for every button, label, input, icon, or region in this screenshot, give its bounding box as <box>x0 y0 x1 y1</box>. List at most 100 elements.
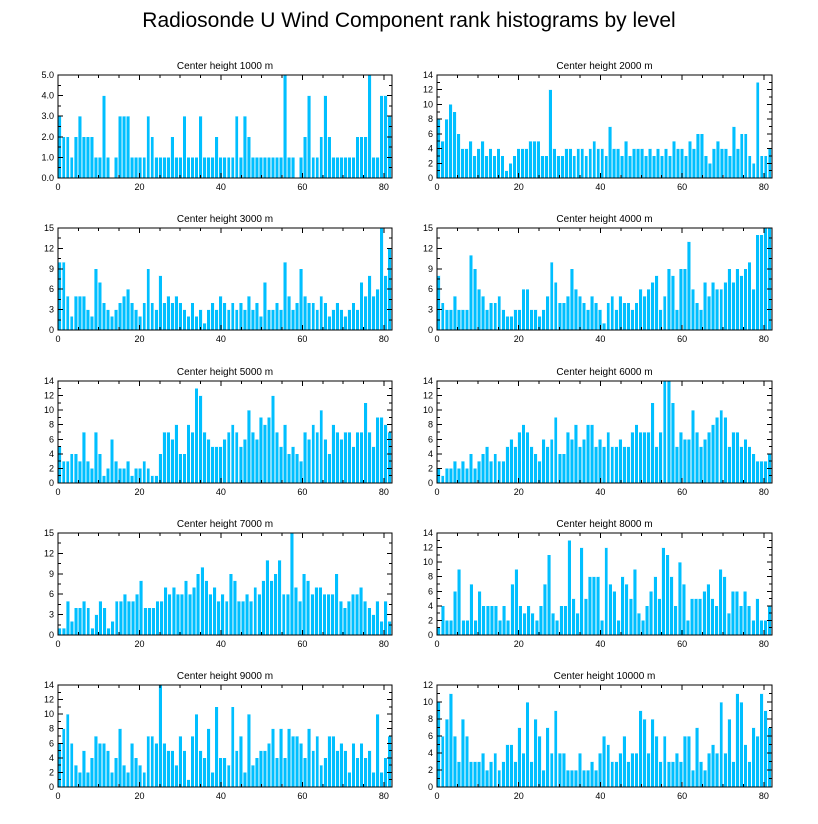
y-tick-label: 14 <box>423 70 433 80</box>
histogram-bar <box>464 148 469 179</box>
histogram-bar <box>557 302 562 331</box>
histogram-bar <box>110 439 114 484</box>
histogram-bar <box>291 735 296 788</box>
histogram-bar <box>134 309 139 331</box>
histogram-bar <box>347 772 352 788</box>
histogram-bar <box>751 727 756 788</box>
x-tick-label: 40 <box>595 487 605 497</box>
histogram-bar <box>537 460 542 484</box>
histogram-bar <box>238 735 243 788</box>
histogram-bar <box>73 136 78 179</box>
histogram-bar <box>501 309 506 331</box>
histogram-bar <box>106 309 110 331</box>
histogram-bar <box>198 309 203 331</box>
histogram-bar <box>246 295 251 331</box>
histogram-bar <box>371 157 376 179</box>
y-tick-label: 2 <box>49 767 54 777</box>
histogram-bar <box>498 620 502 636</box>
histogram-bar <box>699 761 703 788</box>
panel-title: Center height 9000 m <box>177 671 273 682</box>
histogram-bar <box>289 532 294 636</box>
histogram-bar <box>311 302 316 331</box>
histogram-bar <box>188 594 193 636</box>
histogram-bar <box>565 295 570 331</box>
histogram-bar <box>568 148 573 179</box>
histogram-bar <box>206 157 211 179</box>
histogram-bar <box>331 309 336 331</box>
histogram-bar <box>275 757 279 788</box>
y-tick-label: 6 <box>49 284 54 294</box>
histogram-bar <box>122 764 127 788</box>
histogram-bar <box>735 693 740 788</box>
x-tick-label: 60 <box>677 182 687 192</box>
histogram-bar <box>106 750 110 788</box>
histogram-bar <box>604 155 609 179</box>
histogram-bar <box>245 594 250 636</box>
histogram-bar <box>69 743 74 788</box>
histogram-bar <box>638 289 643 331</box>
histogram-bar <box>557 453 562 484</box>
histogram-bar <box>727 718 732 788</box>
histogram-bar <box>715 289 720 331</box>
y-tick-label: 6 <box>428 129 433 139</box>
histogram-bar <box>670 275 675 331</box>
histogram-bar <box>517 431 522 484</box>
histogram-bar <box>541 439 546 484</box>
histogram-bar <box>640 148 644 179</box>
histogram-bar <box>367 750 372 788</box>
y-tick-label: 0 <box>428 173 433 183</box>
histogram-bar <box>355 136 360 179</box>
histogram-bar <box>602 735 607 788</box>
histogram-bar <box>299 268 304 331</box>
histogram-bar <box>586 424 590 484</box>
histogram-bar <box>678 268 683 331</box>
histogram-bar <box>130 475 135 484</box>
histogram-bar <box>525 701 530 788</box>
histogram-bar <box>642 431 647 484</box>
histogram-bar <box>90 628 95 636</box>
histogram-bar <box>162 743 167 788</box>
histogram-bar <box>237 600 241 636</box>
histogram-bar <box>444 718 449 788</box>
histogram-bar <box>94 735 98 788</box>
histogram-bar <box>594 769 599 788</box>
histogram-bar <box>234 750 239 788</box>
x-tick-label: 20 <box>514 487 524 497</box>
histogram-bar <box>208 594 213 636</box>
histogram-bar <box>307 728 312 788</box>
y-tick-label: 4 <box>49 753 54 763</box>
histogram-bar <box>574 289 578 331</box>
x-tick-label: 60 <box>677 334 687 344</box>
x-tick-label: 40 <box>216 487 226 497</box>
panel-2: Center height 2000 m 0 20 40 60 80 0 2 4 6 8 10 12 14 <box>423 61 773 192</box>
histogram-bar <box>512 155 517 179</box>
histogram-bar <box>81 295 86 331</box>
histogram-bar <box>614 761 619 788</box>
histogram-bar <box>735 431 740 484</box>
histogram-bar <box>291 309 296 331</box>
histogram-bar <box>448 104 453 179</box>
panel-5: Center height 5000 m 0 20 40 60 80 0 2 4 6 8 10 12 14 <box>44 367 393 497</box>
histogram-bar <box>561 752 566 788</box>
histogram-bar <box>673 605 678 636</box>
histogram-bar <box>306 580 311 636</box>
histogram-bar <box>271 728 275 788</box>
histogram-bar <box>618 439 623 484</box>
y-tick-label: 12 <box>423 543 433 553</box>
histogram-bar <box>521 752 526 788</box>
histogram-bar <box>295 302 300 331</box>
histogram-bar <box>131 600 135 636</box>
histogram-bar <box>234 431 239 484</box>
histogram-bar <box>695 727 699 788</box>
histogram-bar <box>448 468 453 484</box>
histogram-bar <box>670 761 675 788</box>
histogram-bar <box>204 580 209 636</box>
histogram-bar <box>355 309 360 331</box>
histogram-bar <box>186 316 191 331</box>
histogram-bar <box>646 289 651 331</box>
histogram-bar <box>146 468 151 484</box>
histogram-bar <box>694 598 699 636</box>
histogram-bar <box>273 573 278 636</box>
histogram-bar <box>295 453 300 484</box>
histogram-bar <box>743 591 748 636</box>
